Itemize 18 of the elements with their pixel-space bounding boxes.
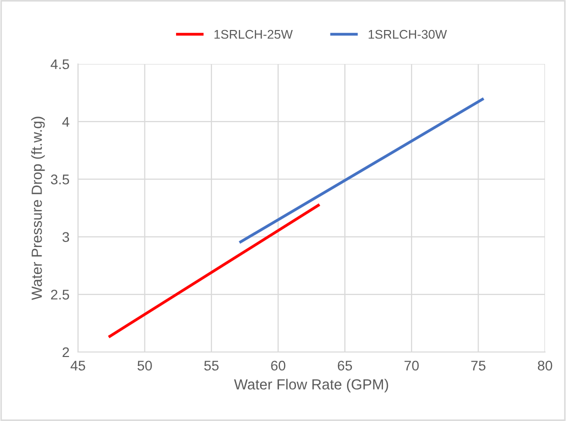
x-tick-label: 50 (138, 360, 152, 371)
legend-label: 1SRLCH-25W (214, 30, 293, 39)
x-tick-label: 60 (271, 360, 286, 371)
y-tick-label: 3 (62, 232, 70, 242)
x-tick-label: 65 (338, 360, 352, 371)
y-tick-label: 2.5 (51, 290, 70, 300)
x-tick-label: 80 (538, 360, 552, 371)
y-tick-label: 3.5 (50, 174, 70, 184)
x-axis-title: Water Flow Rate (GPM) (234, 378, 388, 392)
x-tick-label: 75 (471, 360, 486, 371)
x-tick-label: 45 (70, 360, 86, 371)
y-tick-label: 2 (62, 347, 69, 358)
legend-label: 1SRLCH-30W (368, 30, 447, 39)
y-tick-label: 4.5 (50, 59, 70, 70)
x-tick-label: 70 (404, 360, 419, 371)
x-tick-label: 55 (204, 360, 219, 371)
y-axis-title: Water Pressure Drop (ft.w.g) (31, 116, 45, 300)
y-tick-label: 4 (62, 117, 70, 127)
